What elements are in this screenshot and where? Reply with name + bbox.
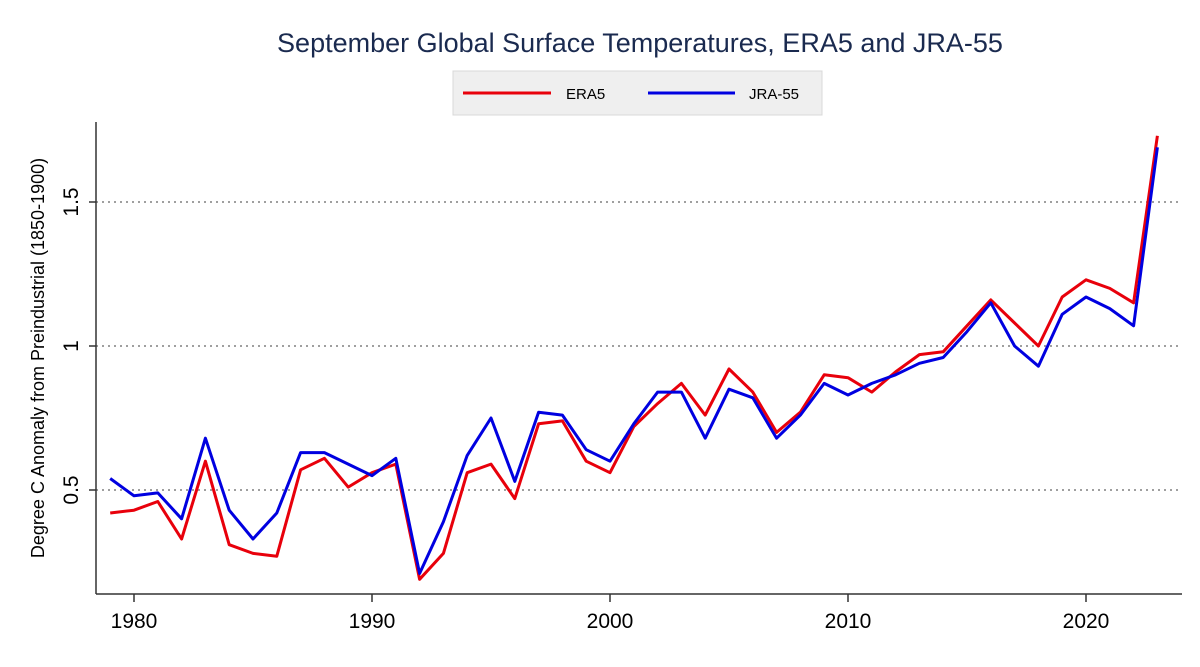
- x-tick-label: 1980: [111, 610, 158, 633]
- y-tick-label: 1: [60, 340, 83, 352]
- legend: ERA5 JRA-55: [452, 70, 823, 116]
- y-tick-label: 1.5: [60, 187, 83, 216]
- y-axis-label: Degree C Anomaly from Preindustrial (185…: [28, 158, 48, 558]
- y-tick-label: 0.5: [60, 475, 83, 504]
- legend-label-jra55: JRA-55: [749, 86, 799, 103]
- x-tick-label: 1990: [349, 610, 396, 633]
- chart-title: September Global Surface Temperatures, E…: [277, 28, 1003, 58]
- legend-label-era5: ERA5: [566, 86, 605, 103]
- x-tick-label: 2020: [1063, 610, 1110, 633]
- series-line-jra55: [109, 147, 1159, 575]
- x-tick-label: 2010: [825, 610, 872, 633]
- series-line-era5: [110, 135, 1159, 581]
- x-tick-label: 2000: [587, 610, 634, 633]
